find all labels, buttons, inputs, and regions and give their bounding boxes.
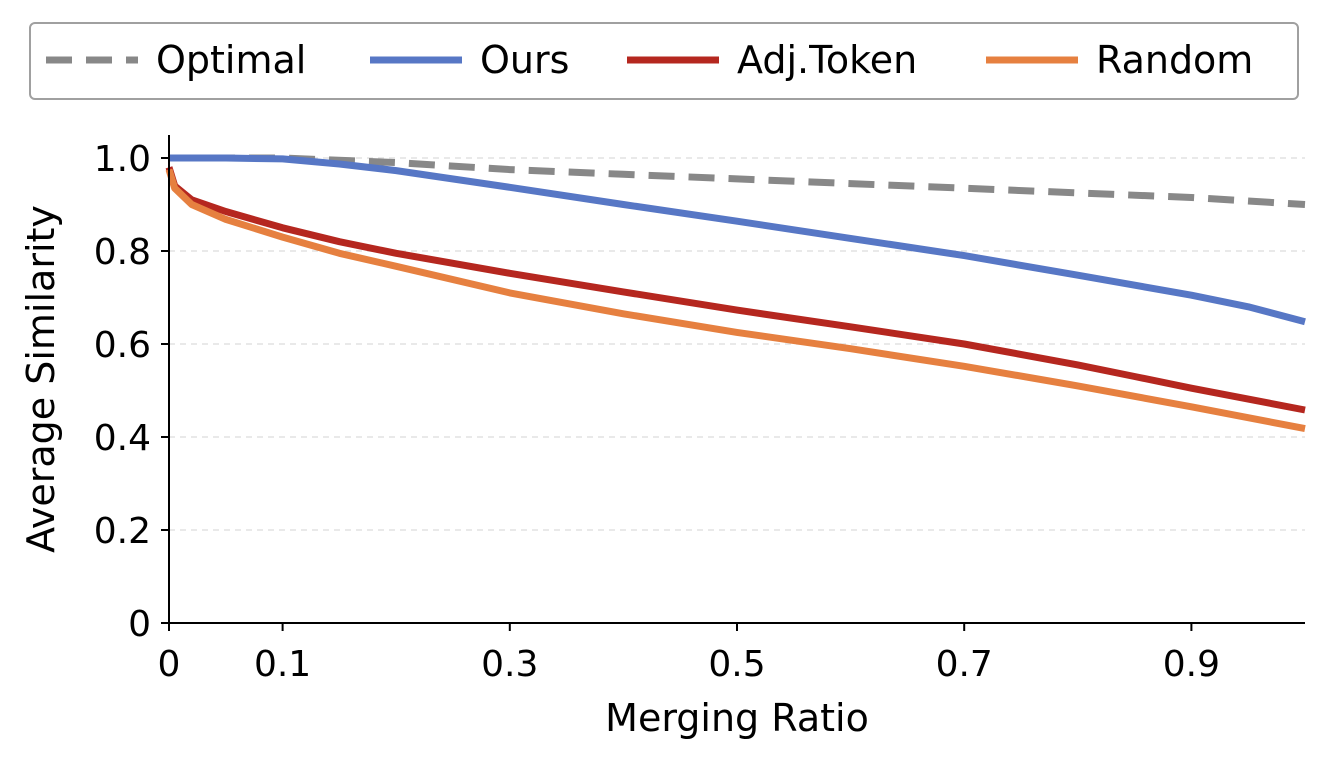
legend-label-ours: Ours [480,38,569,82]
series-line-random [165,168,1306,433]
x-tick-label: 0.3 [481,644,538,685]
series-line-ours [169,154,1306,326]
y-tick-label: 0.8 [94,232,151,273]
series-line-adj-token [165,166,1306,414]
y-axis-ticks: 0 0.2 0.4 0.6 0.8 1.0 [94,139,169,645]
series-group [165,154,1306,433]
y-axis-label: Average Similarity [19,205,63,553]
y-tick-label: 0.2 [94,511,151,552]
x-tick-label: 0 [158,644,181,685]
x-axis-ticks: 0 0.1 0.3 0.5 0.7 0.9 [158,623,1220,685]
legend-label-optimal: Optimal [156,38,306,82]
grid-lines [169,157,1305,531]
y-tick-label: 0 [128,604,151,645]
x-tick-label: 0.5 [708,644,765,685]
y-tick-label: 0.6 [94,325,151,366]
y-tick-label: 0.4 [94,418,151,459]
series-line-optimal [169,154,1306,208]
legend: Optimal Ours Adj.Token Random [29,22,1299,100]
x-tick-label: 0.7 [936,644,993,685]
y-tick-label: 1.0 [94,139,151,180]
x-axis-label: Merging Ratio [605,696,869,740]
legend-label-random: Random [1096,38,1253,82]
x-tick-label: 0.1 [254,644,311,685]
x-tick-label: 0.9 [1163,644,1220,685]
legend-label-adj-token: Adj.Token [737,38,917,82]
